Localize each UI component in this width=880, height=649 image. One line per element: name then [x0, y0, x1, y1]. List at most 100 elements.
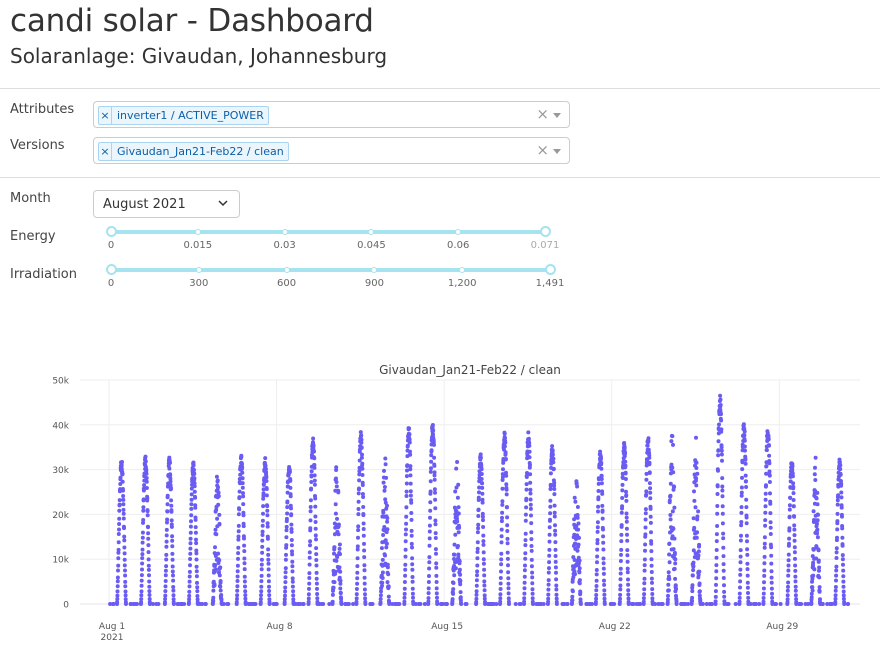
data-point: [259, 579, 264, 584]
data-point: [337, 542, 342, 547]
data-point: [786, 573, 791, 578]
data-point: [764, 483, 768, 488]
data-point: [307, 571, 312, 576]
data-point: [845, 602, 850, 606]
data-point: [258, 600, 263, 605]
data-point: [284, 552, 288, 557]
data-point: [506, 576, 511, 581]
data-point: [266, 547, 271, 552]
data-point: [698, 602, 703, 606]
data-point: [762, 545, 767, 550]
data-point: [534, 602, 539, 606]
data-point: [261, 496, 266, 501]
clear-icon[interactable]: ×: [536, 105, 549, 123]
data-point: [477, 490, 481, 495]
data-point: [410, 567, 415, 572]
versions-select[interactable]: × Givaudan_Jan21-Feb22 / clean ×: [93, 137, 570, 164]
data-point: [335, 555, 340, 559]
data-point: [625, 532, 629, 537]
data-point: [624, 493, 629, 498]
data-point: [671, 526, 676, 531]
tag-remove-icon[interactable]: ×: [99, 143, 112, 160]
data-point: [274, 602, 279, 606]
data-point: [428, 479, 433, 484]
data-point: [115, 584, 120, 589]
data-point: [378, 593, 383, 598]
slider-handle-min[interactable]: [106, 264, 117, 275]
data-point: [619, 532, 624, 537]
data-point: [121, 488, 125, 493]
data-point: [767, 453, 772, 458]
data-point: [339, 602, 344, 606]
data-point: [362, 568, 367, 573]
data-point: [594, 584, 599, 588]
data-point: [646, 436, 651, 441]
data-point: [379, 546, 384, 551]
data-point: [813, 465, 817, 470]
data-point: [793, 563, 798, 568]
data-point: [404, 481, 409, 486]
data-point: [356, 512, 361, 517]
caret-down-icon[interactable]: [553, 113, 561, 118]
data-point: [314, 563, 319, 568]
data-point: [523, 563, 527, 568]
energy-slider[interactable]: 0 0.015 0.03 0.045 0.06 0.071: [106, 226, 559, 251]
data-point: [315, 592, 320, 596]
data-point: [505, 515, 510, 520]
data-point: [594, 596, 599, 601]
data-point: [778, 602, 783, 606]
slider-handle-min[interactable]: [106, 226, 117, 237]
data-point: [553, 554, 558, 558]
data-point: [307, 576, 312, 580]
tag-remove-icon[interactable]: ×: [99, 107, 112, 124]
month-dropdown[interactable]: August 2021: [93, 190, 240, 218]
caret-down-icon[interactable]: [553, 149, 561, 154]
data-point: [815, 490, 820, 495]
data-point: [522, 574, 527, 579]
data-point: [551, 460, 556, 465]
data-point: [505, 523, 510, 528]
data-point: [647, 455, 652, 460]
attributes-select[interactable]: × inverter1 / ACTIVE_POWER ×: [93, 101, 570, 128]
data-point: [219, 602, 224, 606]
data-point: [745, 547, 750, 552]
data-point: [453, 566, 458, 571]
data-point: [164, 544, 169, 549]
data-point: [334, 476, 338, 481]
data-point: [740, 475, 744, 480]
data-point: [595, 541, 600, 546]
data-point: [673, 557, 678, 562]
data-point: [477, 485, 482, 490]
data-point: [381, 510, 386, 515]
data-point: [288, 478, 293, 483]
data-point: [433, 547, 438, 552]
data-point: [308, 518, 313, 523]
data-point: [601, 571, 606, 576]
data-point: [840, 557, 845, 562]
data-point: [357, 486, 361, 491]
data-point: [266, 567, 271, 572]
data-point: [769, 553, 774, 558]
slider-step-dot: [194, 229, 201, 235]
data-point: [261, 481, 266, 486]
data-point: [770, 602, 775, 606]
slider-track[interactable]: [111, 230, 545, 234]
data-point: [216, 490, 221, 495]
data-point: [458, 578, 463, 583]
data-point: [385, 527, 390, 532]
slider-handle-max[interactable]: [545, 264, 556, 275]
slider-handle-max[interactable]: [540, 226, 551, 237]
data-point: [572, 558, 577, 562]
data-point: [334, 480, 339, 484]
data-point: [809, 595, 814, 600]
clear-icon[interactable]: ×: [536, 141, 549, 159]
attributes-tag: × inverter1 / ACTIVE_POWER: [98, 106, 269, 125]
data-point: [361, 527, 366, 531]
data-point: [599, 473, 604, 478]
data-point: [642, 581, 647, 586]
power-scatter-chart[interactable]: Givaudan_Jan21-Feb22 / clean 0 10k 20k 30k 40…: [0, 355, 880, 649]
irradiation-slider[interactable]: 0 300 600 900 1,200 1,491: [106, 264, 564, 289]
data-point: [482, 567, 487, 572]
slider-track[interactable]: [111, 268, 550, 272]
data-point: [428, 489, 433, 494]
